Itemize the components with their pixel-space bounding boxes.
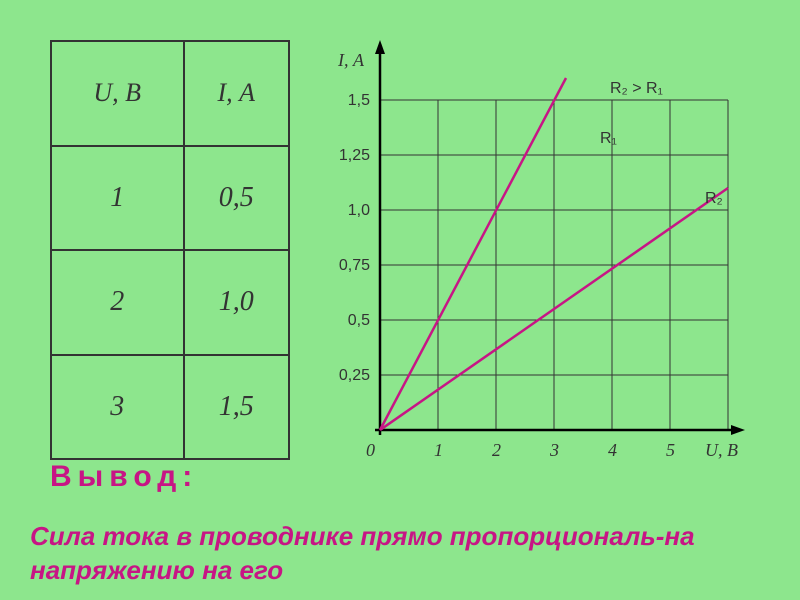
y-tick: 1,5 bbox=[330, 92, 370, 110]
line-label-r2: R₂ bbox=[705, 190, 723, 208]
origin-label: 0 bbox=[366, 440, 375, 461]
table-cell: 3 bbox=[51, 355, 184, 460]
y-tick: 1,0 bbox=[330, 202, 370, 220]
comparison-label: R₂ > R₁ bbox=[610, 80, 663, 98]
x-tick: 4 bbox=[608, 440, 617, 461]
x-tick: 3 bbox=[550, 440, 559, 461]
line-r1 bbox=[380, 78, 566, 430]
x-tick: 1 bbox=[434, 440, 443, 461]
chart-svg bbox=[310, 40, 750, 470]
table-cell: 1,5 bbox=[184, 355, 290, 460]
y-tick: 0,75 bbox=[330, 257, 370, 275]
conclusion-heading: Вывод: bbox=[50, 460, 198, 494]
table-row: 3 1,5 bbox=[51, 355, 289, 460]
table-row: 1 0,5 bbox=[51, 146, 289, 251]
table-cell: 1,0 bbox=[184, 250, 290, 355]
data-table: U, В I, А 1 0,5 2 1,0 3 1,5 bbox=[50, 40, 290, 460]
table-header-i: I, А bbox=[184, 41, 290, 146]
y-axis-label: I, А bbox=[338, 50, 364, 71]
table-row: 2 1,0 bbox=[51, 250, 289, 355]
y-tick: 0,25 bbox=[330, 367, 370, 385]
table-cell: 0,5 bbox=[184, 146, 290, 251]
x-tick: 2 bbox=[492, 440, 501, 461]
line-label-r1: R₁ bbox=[600, 130, 617, 148]
x-tick: 5 bbox=[666, 440, 675, 461]
table-cell: 2 bbox=[51, 250, 184, 355]
table-cell: 1 bbox=[51, 146, 184, 251]
table-header-row: U, В I, А bbox=[51, 41, 289, 146]
conclusion-text: Сила тока в проводнике прямо пропорциона… bbox=[30, 520, 770, 588]
y-tick: 1,25 bbox=[330, 147, 370, 165]
y-tick: 0,5 bbox=[330, 312, 370, 330]
x-axis-label: U, В bbox=[705, 440, 738, 461]
table-header-u: U, В bbox=[51, 41, 184, 146]
chart-area: I, А U, В 1,5 1,25 1,0 0,75 0,5 0,25 0 1… bbox=[310, 40, 750, 460]
